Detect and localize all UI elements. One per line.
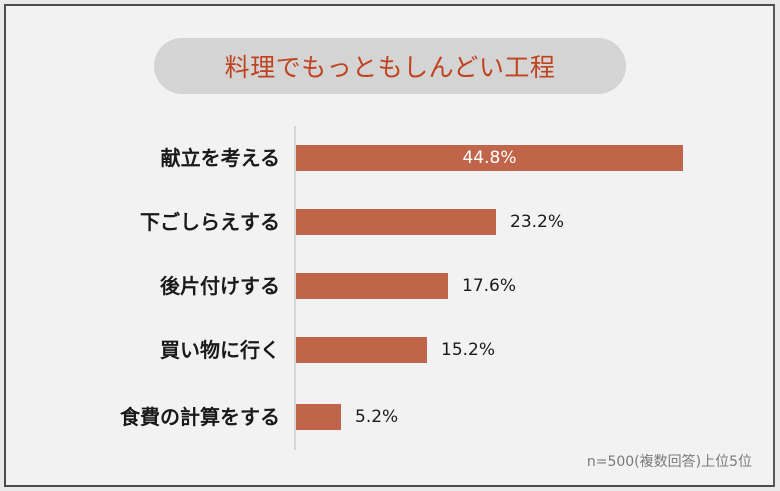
bar: 44.8% bbox=[296, 145, 683, 171]
bar-row: 買い物に行く 15.2% bbox=[0, 337, 780, 363]
category-label: 買い物に行く bbox=[160, 338, 280, 362]
bar bbox=[296, 337, 427, 363]
bar-row: 後片付けする 17.6% bbox=[0, 273, 780, 299]
bar bbox=[296, 273, 448, 299]
value-label: 5.2% bbox=[355, 407, 399, 427]
bar-row: 食費の計算をする 5.2% bbox=[0, 404, 780, 430]
category-label: 後片付けする bbox=[160, 274, 280, 298]
chart-title: 料理でもっともしんどい工程 bbox=[224, 53, 556, 82]
sample-note: n=500(複数回答)上位5位 bbox=[586, 454, 752, 470]
bar-row: 下ごしらえする 23.2% bbox=[0, 209, 780, 235]
category-label: 下ごしらえする bbox=[140, 210, 280, 234]
chart-title-pill: 料理でもっともしんどい工程 bbox=[154, 38, 626, 94]
value-label: 23.2% bbox=[510, 212, 565, 232]
category-label: 食費の計算をする bbox=[120, 405, 280, 429]
bar bbox=[296, 404, 341, 430]
bar-row: 献立を考える 44.8% bbox=[0, 145, 780, 171]
value-label: 44.8% bbox=[462, 148, 517, 168]
category-label: 献立を考える bbox=[160, 146, 280, 170]
value-label: 17.6% bbox=[462, 276, 517, 296]
value-label: 15.2% bbox=[441, 340, 496, 360]
bar bbox=[296, 209, 496, 235]
y-axis-line bbox=[294, 126, 296, 450]
